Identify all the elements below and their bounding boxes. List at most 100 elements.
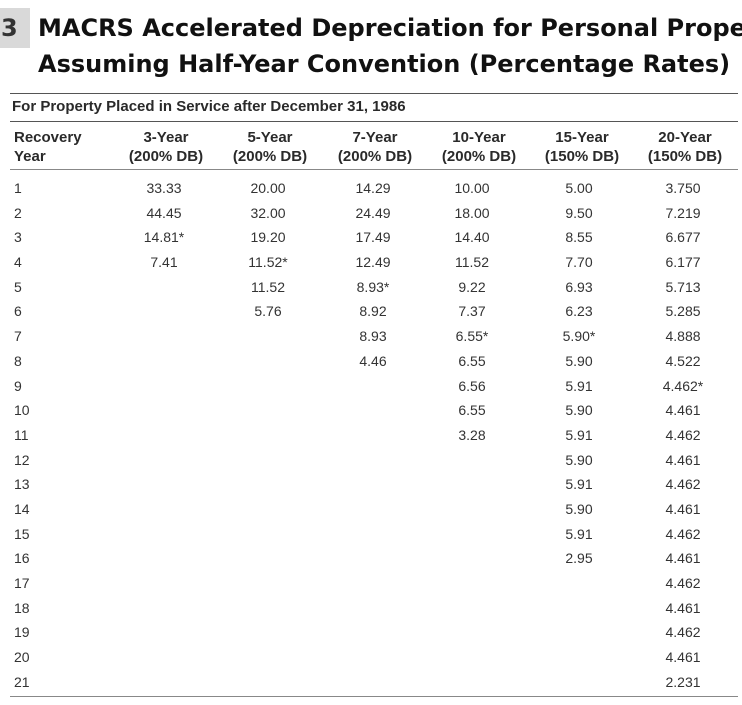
header-line: 10-Year [452, 129, 506, 146]
rate-7-year-cell: 12.49 [355, 254, 391, 271]
table-subtitle: For Property Placed in Service after Dec… [12, 98, 406, 115]
recovery-year-cell: 16 [14, 550, 30, 567]
header-line: (200% DB) [337, 148, 413, 165]
rate-20-year-cell: 2.231 [665, 673, 701, 690]
rate-15-year-cell: 5.90 [565, 402, 593, 419]
table-header: Recovery Year 3-Year (200% DB) 5-Year (2… [0, 128, 742, 168]
rate-20-year-cell: 4.461 [665, 599, 701, 616]
rate-5-year-cell: 11.52 [251, 278, 285, 295]
recovery-year-cell: 21 [14, 673, 30, 690]
rate-20-year-cell: 4.461 [665, 649, 701, 666]
title-line-2: Assuming Half-Year Convention (Percentag… [38, 50, 731, 78]
rate-20-year-cell: 5.285 [665, 303, 701, 320]
recovery-year-cell: 11 [14, 426, 29, 443]
rate-20-year-cell: 4.461 [665, 402, 701, 419]
title-line-1: MACRS Accelerated Depreciation for Perso… [38, 14, 742, 42]
table-row: 7 8.93 6.55* 5.90* 4.888 [0, 324, 742, 349]
rate-3-year-cell: 44.45 [146, 204, 182, 221]
header-5-year: 5-Year (200% DB) [233, 128, 307, 166]
header-line: (200% DB) [232, 148, 308, 165]
recovery-year-cell: 14 [14, 500, 30, 517]
table-row: 18 4.461 [0, 596, 742, 621]
rate-20-year-cell: 4.462 [665, 624, 701, 641]
rate-15-year-cell: 5.00 [565, 180, 593, 196]
rate-20-year-cell: 4.461 [665, 550, 701, 567]
rate-7-year-cell: 17.49 [355, 229, 391, 246]
header-line: 5-Year [247, 129, 293, 146]
table-row: 11 3.28 5.91 4.462 [0, 423, 742, 448]
recovery-year-cell: 13 [14, 476, 30, 493]
rate-15-year-cell: 5.91 [565, 525, 593, 542]
recovery-year-cell: 7 [14, 328, 22, 345]
table-row: 21 2.231 [0, 670, 742, 695]
rate-7-year-cell: 8.92 [359, 303, 387, 320]
header-line: (150% DB) [647, 148, 723, 165]
rate-20-year-cell: 3.750 [665, 180, 701, 196]
header-recovery-year: Recovery Year [14, 128, 82, 166]
rate-20-year-cell: 4.462* [662, 377, 704, 394]
rate-15-year-cell: 9.50 [565, 204, 593, 221]
rate-10-year-cell: 7.37 [458, 303, 486, 320]
header-line: 7-Year [352, 129, 398, 146]
header-20-year: 20-Year (150% DB) [648, 128, 722, 166]
table-row: 17 4.462 [0, 571, 742, 596]
header-line: 3-Year [143, 129, 189, 146]
table-row: 2 44.45 32.00 24.49 18.00 9.50 7.219 [0, 201, 742, 226]
rate-3-year-cell: 7.41 [150, 254, 178, 271]
header-bottom-rule [10, 169, 738, 170]
recovery-year-cell: 1 [14, 180, 22, 196]
recovery-year-cell: 3 [14, 229, 22, 246]
rate-7-year-cell: 24.49 [355, 204, 391, 221]
header-15-year: 15-Year (150% DB) [545, 128, 619, 166]
section-number-badge: 3 [0, 8, 30, 48]
rate-15-year-cell: 5.91 [565, 476, 593, 493]
rate-20-year-cell: 4.462 [665, 476, 701, 493]
table-row: 14 5.90 4.461 [0, 497, 742, 522]
rate-10-year-cell: 6.55 [458, 352, 486, 369]
recovery-year-cell: 2 [14, 204, 22, 221]
header-line: Year [14, 148, 46, 165]
header-10-year: 10-Year (200% DB) [442, 128, 516, 166]
header-line: (200% DB) [128, 148, 204, 165]
rate-5-year-cell: 20.00 [250, 180, 286, 196]
recovery-year-cell: 9 [14, 377, 22, 394]
rate-20-year-cell: 4.462 [665, 426, 701, 443]
rate-20-year-cell: 4.462 [665, 525, 701, 542]
recovery-year-cell: 17 [14, 575, 30, 591]
table-row: 13 5.91 4.462 [0, 472, 742, 497]
rate-15-year-cell: 5.91 [565, 426, 593, 443]
recovery-year-cell: 12 [14, 451, 30, 468]
table-row: 5 11.52 8.93* 9.22 6.93 5.713 [0, 275, 742, 300]
rate-10-year-cell: 6.55* [455, 328, 489, 345]
rate-7-year-cell: 4.46 [359, 352, 387, 369]
rate-7-year-cell: 14.29 [355, 180, 391, 196]
rate-15-year-cell: 8.55 [565, 229, 593, 246]
table-row: 12 5.90 4.461 [0, 448, 742, 473]
subtitle-rule [10, 121, 738, 122]
rate-3-year-cell: 14.81* [143, 229, 185, 246]
rate-10-year-cell: 6.56 [458, 377, 486, 394]
rate-10-year-cell: 6.55 [458, 402, 486, 419]
rate-15-year-cell: 2.95 [565, 550, 593, 567]
table-bottom-rule [10, 696, 738, 697]
rate-15-year-cell: 7.70 [565, 254, 593, 271]
recovery-year-cell: 20 [14, 649, 30, 666]
rate-5-year-cell: 11.52* [248, 254, 288, 271]
rate-20-year-cell: 4.888 [665, 328, 701, 345]
recovery-year-cell: 4 [14, 254, 22, 271]
rate-10-year-cell: 11.52 [455, 254, 489, 271]
rate-20-year-cell: 7.219 [665, 204, 701, 221]
rate-5-year-cell: 32.00 [250, 204, 286, 221]
recovery-year-cell: 5 [14, 278, 22, 295]
rate-5-year-cell: 5.76 [254, 303, 282, 320]
rate-10-year-cell: 9.22 [458, 278, 486, 295]
rate-20-year-cell: 4.461 [665, 500, 701, 517]
header-line: (200% DB) [441, 148, 517, 165]
table-row: 15 5.91 4.462 [0, 522, 742, 547]
page-title: MACRS Accelerated Depreciation for Perso… [38, 10, 742, 82]
table-row: 20 4.461 [0, 645, 742, 670]
rate-20-year-cell: 6.177 [665, 254, 701, 271]
rate-10-year-cell: 14.40 [454, 229, 490, 246]
rate-10-year-cell: 18.00 [454, 204, 490, 221]
header-7-year: 7-Year (200% DB) [338, 128, 412, 166]
